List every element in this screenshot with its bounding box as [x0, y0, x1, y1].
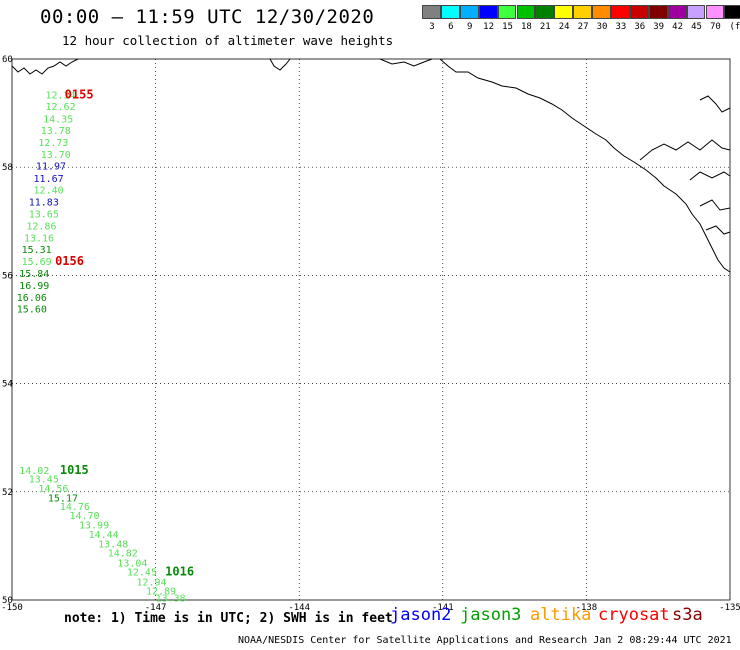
wave-height-value: 14.82 — [108, 549, 138, 560]
latitude-tick-label: 54 — [2, 380, 13, 390]
color-bin-label: 70 — [709, 22, 721, 32]
wave-height-value: 14.44 — [89, 530, 119, 541]
map-title: 00:00 – 11:59 UTC 12/30/2020 — [40, 6, 375, 28]
latitude-tick-label: 50 — [2, 596, 13, 606]
color-bin-label: 15 — [502, 22, 513, 32]
color-bin-swatch — [648, 5, 668, 19]
color-bin-swatch — [686, 5, 706, 19]
color-bin-swatch — [629, 5, 649, 19]
color-bin-swatch — [573, 5, 593, 19]
color-bin-label: 30 — [596, 22, 608, 32]
color-scale-unit: (ft) — [729, 22, 740, 32]
longitude-tick-label: -147 — [145, 603, 167, 613]
coastline — [439, 58, 731, 273]
latitude-tick-label: 56 — [2, 271, 13, 281]
satellite-jason3-label: jason3 — [460, 605, 522, 625]
latitude-tick-label: 58 — [2, 163, 13, 173]
color-bin-swatch — [724, 5, 740, 19]
wave-height-value: 12.40 — [34, 186, 64, 197]
color-bin-label: 12 — [483, 22, 495, 32]
wave-height-value: 15.69 — [22, 257, 52, 268]
longitude-tick-label: -135 — [719, 603, 740, 613]
satellite-altika-label: altika — [530, 605, 592, 625]
wave-height-value: 13.99 — [79, 521, 109, 532]
color-bin-swatch — [667, 5, 687, 19]
wave-height-value: 15.60 — [17, 305, 47, 316]
color-bin-label: 21 — [539, 22, 551, 32]
longitude-tick-label: -138 — [576, 603, 598, 613]
satellite-cryosat-label: cryosat — [598, 605, 670, 625]
color-bin-label: 27 — [577, 22, 589, 32]
wave-height-value: 15.17 — [48, 494, 78, 505]
wave-height-value: 16.06 — [17, 293, 47, 304]
wave-height-value: 13.45 — [29, 475, 59, 486]
wave-height-value: 13.65 — [29, 210, 59, 221]
latitude-tick-label: 60 — [2, 55, 13, 65]
wave-height-value: 12.45 — [127, 568, 157, 579]
color-bin-label: 24 — [558, 22, 570, 32]
wave-height-value: 13.04 — [117, 558, 147, 569]
color-bin-label: 33 — [615, 22, 627, 32]
wave-height-value: 13.78 — [41, 126, 71, 137]
units-note: note: 1) Time is in UTC; 2) SWH is in fe… — [64, 611, 393, 626]
color-bin-swatch — [478, 5, 498, 19]
wave-height-value: 13.48 — [98, 540, 128, 551]
wave-height-value: 11.67 — [34, 174, 64, 185]
pass-time-label: 1016 — [165, 565, 194, 579]
credit-footer: NOAA/NESDIS Center for Satellite Applica… — [238, 635, 732, 646]
color-bin-swatch — [440, 5, 460, 19]
color-bin-swatch — [535, 5, 555, 19]
wave-height-value: 12.89 — [146, 587, 176, 598]
color-bin-swatch — [516, 5, 536, 19]
longitude-tick-label: -141 — [432, 603, 454, 613]
satellite-s3a-label: s3a — [672, 605, 703, 625]
wave-height-value: 12.94 — [136, 577, 166, 588]
map-subtitle: 12 hour collection of altimeter wave hei… — [62, 33, 394, 48]
wave-height-value: 14.02 — [19, 466, 49, 477]
wave-height-value: 14.56 — [38, 484, 68, 495]
color-bin-swatch — [611, 5, 630, 19]
wave-height-value: 12.62 — [46, 102, 76, 113]
pass-time-label: 0156 — [55, 254, 84, 268]
wave-height-value: 14.70 — [69, 511, 99, 522]
wave-height-value: 14.35 — [43, 114, 73, 125]
wave-height-value: 15.31 — [22, 245, 52, 256]
map-frame — [11, 58, 731, 601]
color-bin-swatch — [592, 5, 611, 19]
color-bin-swatch — [554, 5, 574, 19]
color-bin-label: 39 — [653, 22, 665, 32]
color-bin-label: 45 — [691, 22, 702, 32]
color-bin-swatch — [705, 5, 725, 19]
color-bin-label: 3 — [429, 22, 435, 32]
color-bin-label: 18 — [520, 22, 532, 32]
wave-height-value: 13.70 — [41, 150, 71, 161]
wave-height-value: 14.76 — [60, 502, 90, 513]
color-bin-label: 36 — [634, 22, 646, 32]
color-bin-swatch — [459, 5, 479, 19]
wave-height-value: 12.73 — [38, 138, 68, 149]
satellite-jason2-label: jason2 — [390, 605, 452, 625]
wave-height-value: 11.83 — [29, 198, 59, 209]
color-bin-swatch — [497, 5, 517, 19]
coastline-northwest — [11, 58, 79, 75]
latitude-tick-label: 52 — [2, 488, 13, 498]
wave-height-value: 13.16 — [24, 233, 54, 244]
pass-time-label: 1015 — [60, 463, 89, 477]
pass-time-label: 0155 — [65, 87, 94, 101]
wave-height-value: 12.34 — [46, 90, 76, 101]
longitude-tick-label: -144 — [288, 603, 310, 613]
wave-height-value: 13.38 — [156, 594, 186, 605]
wave-height-value: 12.86 — [26, 221, 56, 232]
color-bin-label: 9 — [466, 22, 473, 32]
coastline-detail — [269, 58, 731, 235]
wave-height-value: 11.97 — [36, 161, 66, 172]
wave-height-value: 16.99 — [19, 281, 49, 292]
color-bin-swatch — [422, 5, 441, 19]
longitude-tick-label: -150 — [1, 603, 23, 613]
wave-height-value: 15.84 — [19, 269, 49, 280]
color-bin-label: 42 — [672, 22, 684, 32]
color-bin-label: 6 — [448, 22, 454, 32]
